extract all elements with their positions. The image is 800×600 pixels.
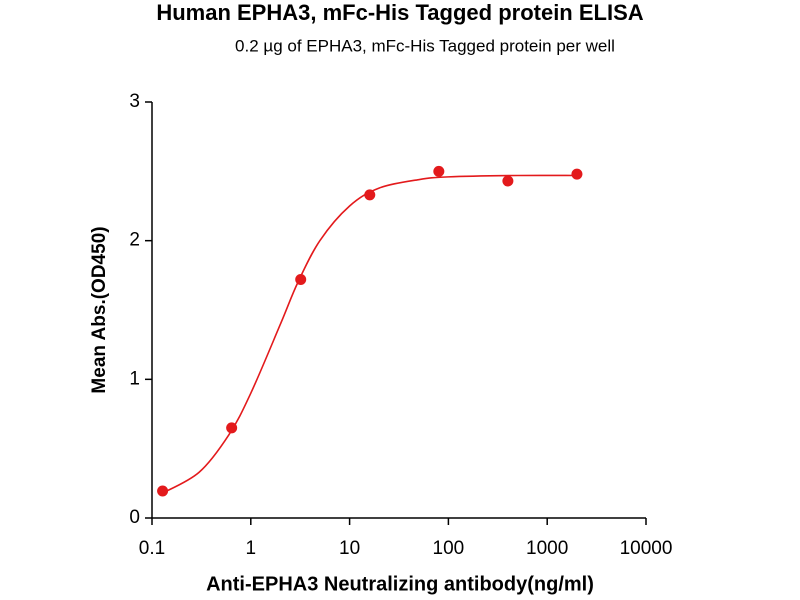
x-tick-label: 100 xyxy=(433,538,465,559)
x-tick-label: 0.1 xyxy=(139,538,165,559)
data-point xyxy=(364,189,376,201)
x-tick-label: 1000 xyxy=(526,538,568,559)
data-point xyxy=(433,165,445,177)
x-tick-label: 10000 xyxy=(620,538,673,559)
data-point xyxy=(502,175,514,187)
y-tick-label: 3 xyxy=(129,91,140,112)
data-point xyxy=(226,422,238,434)
x-axis-label: Anti-EPHA3 Neutralizing antibody(ng/ml) xyxy=(206,573,594,595)
y-tick-label: 2 xyxy=(129,230,140,251)
y-tick-label: 1 xyxy=(129,368,140,389)
chart-title: Human EPHA3, mFc-His Tagged protein ELIS… xyxy=(156,0,643,25)
data-point xyxy=(571,168,583,180)
chart-subtitle: 0.2 µg of EPHA3, mFc-His Tagged protein … xyxy=(235,36,615,55)
x-tick-label: 10 xyxy=(339,538,360,559)
data-point xyxy=(295,273,307,285)
data-point xyxy=(157,485,169,497)
fit-curve xyxy=(162,174,577,494)
y-axis-label: Mean Abs.(OD450) xyxy=(89,226,110,393)
x-tick-label: 1 xyxy=(246,538,257,559)
y-tick-label: 0 xyxy=(129,507,140,528)
